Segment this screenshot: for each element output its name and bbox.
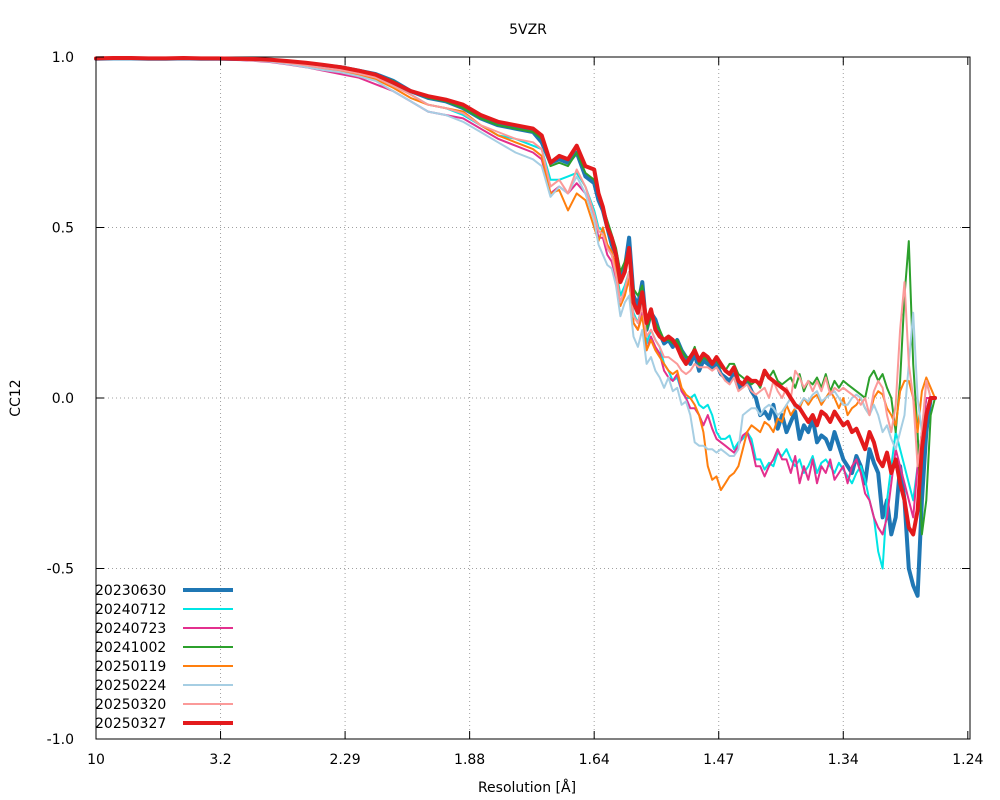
y-tick-label: 1.0 — [52, 50, 74, 66]
legend-label: 20250119 — [95, 659, 166, 675]
legend-entry-20250119: 20250119 — [95, 659, 233, 675]
x-tick-labels: 10 3.2 2.29 1.88 1.64 1.47 1.34 1.24 — [87, 752, 983, 768]
x-tick-label: 1.64 — [579, 752, 610, 768]
chart-title: 5VZR — [509, 22, 547, 38]
series-line-20250327 — [94, 56, 937, 537]
y-tick-label: -1.0 — [47, 732, 74, 748]
y-tick-labels: 1.0 0.5 0.0 -0.5 -1.0 — [47, 50, 74, 748]
legend-entry-20240712: 20240712 — [95, 602, 233, 618]
legend-label: 20250320 — [95, 697, 166, 713]
x-tick-label: 2.29 — [330, 752, 361, 768]
x-tick-label: 1.88 — [454, 752, 485, 768]
tick-marks — [95, 56, 970, 740]
legend-label: 20241002 — [95, 640, 166, 656]
legend-label: 20240723 — [95, 621, 166, 637]
legend-label: 20230630 — [95, 583, 166, 599]
x-tick-label: 10 — [87, 752, 105, 768]
legend-label: 20240712 — [95, 602, 166, 618]
legend-label: 20250327 — [95, 716, 166, 732]
series-line-20250320 — [95, 57, 936, 468]
y-tick-label: -0.5 — [47, 562, 74, 578]
legend-entry-20241002: 20241002 — [95, 640, 233, 656]
y-axis-title: CC12 — [8, 379, 24, 416]
x-tick-label: 1.34 — [828, 752, 859, 768]
series-lines — [94, 56, 937, 598]
legend-label: 20250224 — [95, 678, 166, 694]
legend-entry-20250327: 20250327 — [95, 716, 233, 732]
x-axis-title: Resolution [Å] — [478, 779, 576, 796]
legend-entry-20250320: 20250320 — [95, 697, 233, 713]
x-tick-label: 3.2 — [209, 752, 231, 768]
legend-entry-20250224: 20250224 — [95, 678, 233, 694]
legend-entry-20230630: 20230630 — [95, 583, 233, 599]
legend-entry-20240723: 20240723 — [95, 621, 233, 637]
series-line-20240712 — [95, 57, 936, 570]
x-tick-label: 1.24 — [952, 752, 983, 768]
series-line-20250119 — [95, 57, 936, 492]
y-tick-label: 0.0 — [52, 391, 74, 407]
series-line-20250224 — [95, 57, 936, 457]
legend: 20230630 20240712 20240723 20241002 20250119… — [95, 583, 233, 732]
y-tick-label: 0.5 — [52, 221, 74, 237]
x-tick-label: 1.47 — [703, 752, 734, 768]
